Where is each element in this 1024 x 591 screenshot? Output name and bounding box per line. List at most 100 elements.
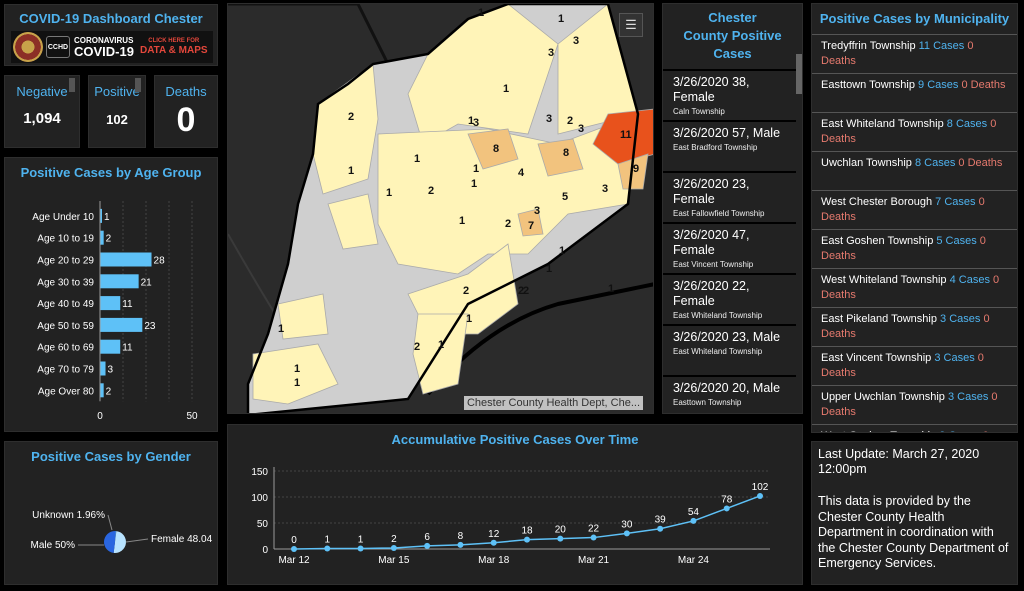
- map-count-label: 2: [505, 218, 511, 230]
- cases-list-title: Chester County Positive Cases: [663, 9, 802, 63]
- age-bar: [100, 383, 104, 398]
- municipality-row[interactable]: Tredyffrin Township 11 Cases 0 Deaths: [812, 34, 1017, 73]
- gender-leader-line: [125, 538, 149, 543]
- cases-scrollbar[interactable]: [796, 50, 802, 413]
- legend-list-icon[interactable]: ☰: [619, 13, 643, 37]
- municipality-name: East Whiteland Township: [821, 118, 947, 130]
- timeline-title: Accumulative Positive Cases Over Time: [391, 432, 639, 447]
- age-x-tick: 0: [97, 411, 103, 422]
- municipality-row[interactable]: West Goshen Township 3 Cases 0 Deaths: [812, 424, 1017, 432]
- map-count-label: 2: [348, 111, 354, 123]
- negative-stat: Negative 1,094: [4, 75, 80, 148]
- timeline-point: [723, 505, 730, 512]
- positive-scrollbar[interactable]: [135, 78, 141, 92]
- case-item[interactable]: 3/26/2020 23, Female East Fallowfield Tow…: [663, 171, 802, 222]
- case-item[interactable]: 3/26/2020 38, Female Caln Township: [663, 69, 802, 120]
- municipality-row[interactable]: East Goshen Township 5 Cases 0 Deaths: [812, 229, 1017, 268]
- positive-label: Positive: [94, 84, 140, 99]
- map-count-label: 7: [528, 220, 534, 232]
- municipality-row[interactable]: East Pikeland Township 3 Cases 0 Deaths: [812, 307, 1017, 346]
- timeline-data-label: 1: [358, 534, 364, 545]
- case-place: Easttown Township: [673, 398, 742, 407]
- municipality-row[interactable]: East Whiteland Township 8 Cases 0 Deaths: [812, 112, 1017, 151]
- data-maps-banner[interactable]: CCHD CORONAVIRUS COVID-19 CLICK HERE FOR…: [11, 31, 213, 63]
- age-bar-value: 11: [122, 343, 133, 354]
- timeline-data-label: 12: [488, 529, 500, 540]
- municipality-deaths: 0 Deaths: [961, 79, 1006, 91]
- timeline-data-label: 102: [752, 482, 769, 493]
- timeline-data-label: 8: [458, 531, 464, 542]
- municipality-cases: 3 Cases: [934, 352, 978, 364]
- age-category-label: Age 50 to 59: [37, 321, 94, 332]
- timeline-y-tick: 0: [262, 545, 268, 556]
- case-item[interactable]: 3/26/2020 23, Male East Whiteland Townshi…: [663, 324, 802, 375]
- municipality-row[interactable]: West Whiteland Township 4 Cases 0 Deaths: [812, 268, 1017, 307]
- case-place: East Whiteland Township: [673, 347, 763, 356]
- municipality-row[interactable]: Uwchlan Township 8 Cases 0 Deaths: [812, 151, 1017, 190]
- negative-scrollbar[interactable]: [69, 78, 75, 92]
- map-count-label: 1: [608, 283, 614, 295]
- map-count-label: 3: [578, 123, 584, 135]
- municipality-row[interactable]: Upper Uwchlan Township 3 Cases 0 Deaths: [812, 385, 1017, 424]
- map-count-label: 1: [503, 83, 509, 95]
- map-count-label: 3: [473, 117, 479, 129]
- banner-link-line1[interactable]: CLICK HERE FOR: [148, 38, 200, 44]
- age-bar-value: 2: [106, 386, 112, 397]
- case-item[interactable]: 3/26/2020 20, Male Easttown Township: [663, 375, 802, 413]
- case-item[interactable]: 3/26/2020 47, Female East Vincent Townshi…: [663, 222, 802, 273]
- map-count-label: 1: [473, 163, 479, 175]
- cases-items[interactable]: 3/26/2020 38, Female Caln Township 3/26/20…: [663, 69, 802, 413]
- timeline-data-label: 78: [721, 494, 733, 505]
- deaths-value: 0: [176, 101, 196, 139]
- gender-slice: [113, 531, 126, 553]
- map-count-label: 5: [562, 191, 568, 203]
- timeline-x-tick: Mar 12: [278, 555, 310, 566]
- gender-panel: Positive Cases by Gender Unknown 1.96% Ma…: [4, 441, 218, 585]
- timeline-point: [457, 541, 464, 548]
- municipality-cases: 3 Cases: [940, 313, 984, 325]
- age-bar: [100, 208, 102, 223]
- cases-title-line1: Chester: [708, 10, 757, 25]
- age-bar-value: 11: [122, 299, 133, 310]
- timeline-point: [623, 530, 630, 537]
- map-count-label: 1: [294, 377, 300, 389]
- age-category-label: Age 40 to 49: [37, 299, 94, 310]
- case-place: East Vincent Township: [673, 260, 754, 269]
- map-count-label: 1: [468, 115, 474, 127]
- age-bar: [100, 252, 152, 267]
- banner-link-line2[interactable]: DATA & MAPS: [139, 45, 208, 56]
- timeline-y-tick: 150: [251, 467, 268, 478]
- age-category-label: Age 20 to 29: [37, 256, 94, 267]
- gender-slice-label: Unknown 1.96%: [32, 510, 105, 521]
- map-count-label: 2: [414, 341, 420, 353]
- map-count-label: 11: [620, 129, 632, 141]
- municipality-deaths: 0 Deaths: [821, 118, 997, 145]
- municipality-items[interactable]: Tredyffrin Township 11 Cases 0 Deaths Eas…: [812, 34, 1017, 432]
- municipality-name: West Goshen Township: [821, 430, 939, 432]
- county-map[interactable]: 1 1 3 3 1 2 1 3 3 2 1 1 3 8 8 11 9 1 2 1 4 5 3 1 3 2 7 1 2 1 1 2 2 1 1 2 1 1 1…: [227, 3, 654, 414]
- map-count-label: 1: [348, 165, 354, 177]
- municipality-cases: 8 Cases: [946, 118, 991, 130]
- map-count-label: 3: [602, 183, 608, 195]
- case-item[interactable]: 3/26/2020 22, Female East Whiteland Towns…: [663, 273, 802, 324]
- municipality-cases: 8 Cases: [914, 157, 959, 169]
- map-count-label: 1: [471, 178, 477, 190]
- timeline-data-label: 6: [424, 532, 430, 543]
- map-count-label: 1: [278, 323, 284, 335]
- cases-scroll-thumb[interactable]: [796, 54, 802, 94]
- municipality-deaths: 0 Deaths: [821, 391, 998, 418]
- age-chart-title: Positive Cases by Age Group: [20, 165, 202, 180]
- municipality-row[interactable]: West Chester Borough 7 Cases 0 Deaths: [812, 190, 1017, 229]
- timeline-x-tick: Mar 15: [378, 555, 410, 566]
- map-count-label: 1: [294, 363, 300, 375]
- timeline-y-tick: 100: [251, 493, 268, 504]
- municipality-row[interactable]: Easttown Township 9 Cases 0 Deaths: [812, 73, 1017, 112]
- map-count-label: 1: [438, 339, 444, 351]
- municipality-row[interactable]: East Vincent Township 3 Cases 0 Deaths: [812, 346, 1017, 385]
- case-place: Caln Township: [673, 107, 725, 116]
- timeline-data-label: 22: [588, 524, 600, 535]
- age-bar: [100, 339, 121, 354]
- timeline-panel: Accumulative Positive Cases Over Time 0 5…: [227, 424, 803, 585]
- case-item[interactable]: 3/26/2020 57, Male East Bradford Township: [663, 120, 802, 171]
